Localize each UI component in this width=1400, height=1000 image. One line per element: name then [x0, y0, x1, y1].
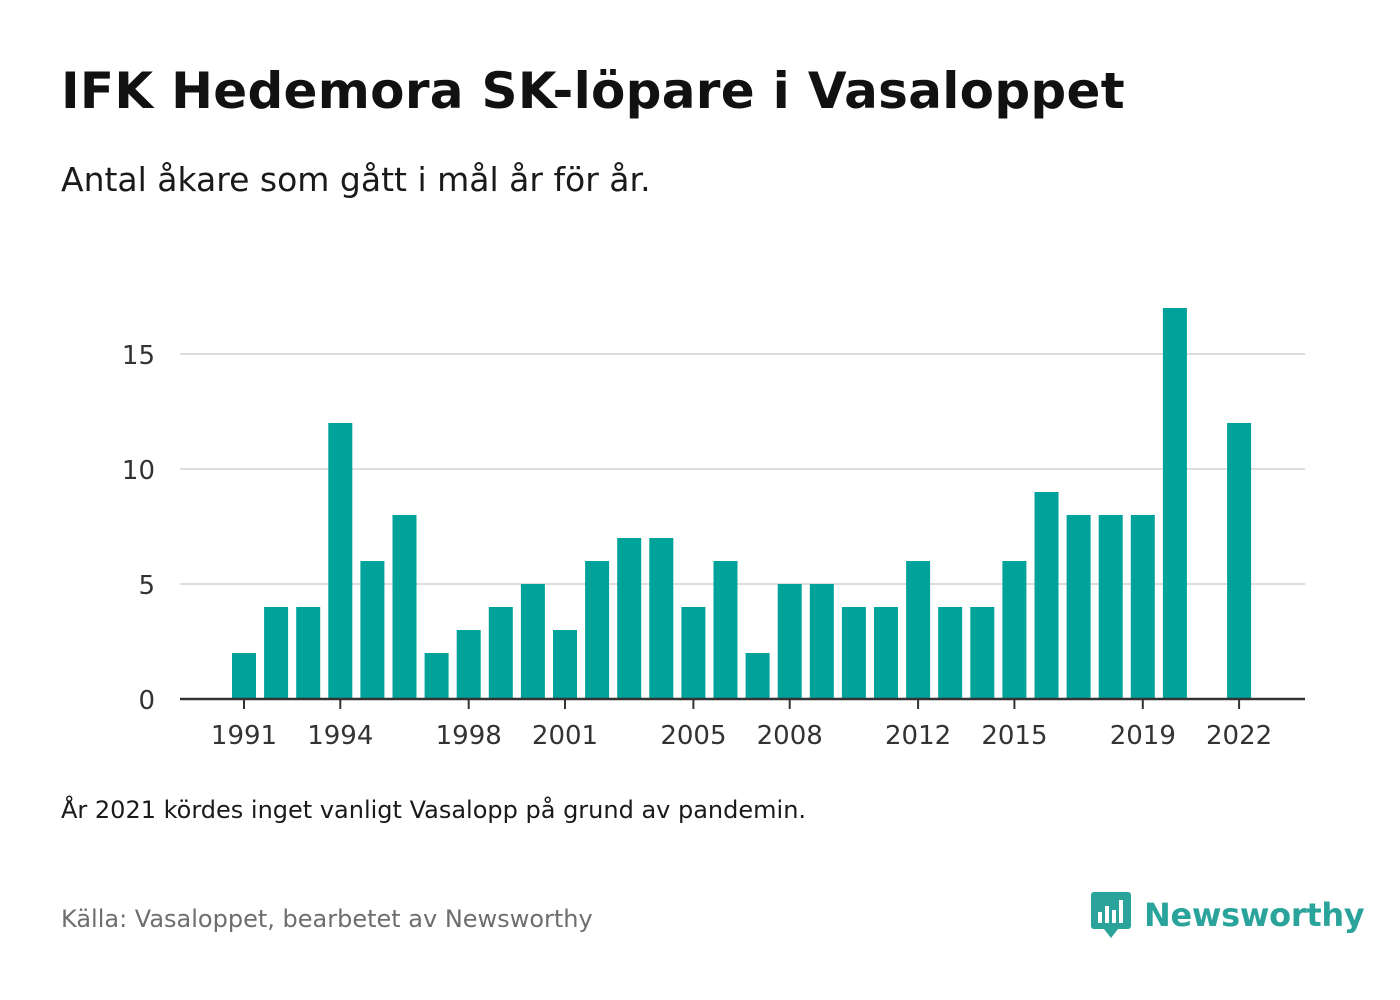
bar-1998 — [456, 630, 481, 699]
chart-title: IFK Hedemora SK-löpare i Vasaloppet — [61, 62, 1125, 120]
x-tick-label-2015: 2015 — [981, 721, 1047, 751]
brand-logo[interactable]: Newsworthy — [1090, 890, 1365, 940]
bar-2008 — [777, 584, 802, 699]
chart-subtitle: Antal åkare som gått i mål år för år. — [61, 160, 651, 199]
bar-2011 — [874, 607, 898, 699]
x-axis-ticks: 1991 1994 1998 2001 2005 2008 2012 2015 2019 2022 — [211, 699, 1272, 751]
x-tick-label-2019: 2019 — [1110, 721, 1176, 751]
bar-1991 — [232, 653, 256, 699]
x-tick-label-1994: 1994 — [307, 721, 373, 751]
bar-2006 — [713, 561, 738, 699]
bar-1999 — [488, 607, 513, 699]
bar-2016 — [1034, 492, 1059, 699]
bar-2013 — [938, 607, 963, 699]
bar-2001 — [553, 630, 577, 699]
bar-2000 — [520, 584, 545, 699]
bar-2018 — [1098, 515, 1123, 699]
bar-1993 — [296, 607, 321, 699]
bar-1992 — [264, 607, 289, 699]
newsworthy-chart-bubble-icon — [1091, 892, 1131, 938]
y-tick-label-15: 15 — [122, 341, 155, 371]
chart-note: År 2021 kördes inget vanligt Vasalopp på… — [61, 796, 807, 824]
x-tick-label-2005: 2005 — [660, 721, 726, 751]
x-tick-label-1998: 1998 — [436, 721, 502, 751]
bar-2010 — [841, 607, 866, 699]
y-tick-label-5: 5 — [138, 571, 155, 601]
bar-2003 — [617, 538, 642, 699]
brand-name: Newsworthy — [1144, 896, 1365, 934]
bar-2015 — [1002, 561, 1027, 699]
source-credit: Källa: Vasaloppet, bearbetet av Newswort… — [61, 905, 593, 933]
bar-2020 — [1162, 308, 1187, 699]
bar-2005 — [681, 607, 706, 699]
x-tick-label-2022: 2022 — [1206, 721, 1272, 751]
y-axis-ticks: 0 5 10 15 — [122, 341, 155, 716]
y-tick-label-0: 0 — [138, 686, 155, 716]
bar-2022 — [1227, 423, 1252, 699]
x-tick-label-2008: 2008 — [757, 721, 823, 751]
bar-1997 — [424, 653, 449, 699]
bar-2002 — [585, 561, 610, 699]
y-tick-label-10: 10 — [122, 456, 155, 486]
bar-1994 — [328, 423, 353, 699]
bar-1996 — [392, 515, 417, 699]
bar-2012 — [906, 561, 931, 699]
bar-2009 — [809, 584, 834, 699]
bar-2019 — [1130, 515, 1155, 699]
bar-chart: 0 5 10 15 1991 1994 1998 2001 2005 2008 2012 2015 2… — [122, 308, 1305, 751]
x-tick-label-2012: 2012 — [885, 721, 951, 751]
bars — [232, 308, 1252, 699]
bar-2007 — [745, 653, 770, 699]
bar-1995 — [360, 561, 385, 699]
x-tick-label-1991: 1991 — [211, 721, 277, 751]
bar-2014 — [970, 607, 995, 699]
bar-2004 — [649, 538, 674, 699]
x-tick-label-2001: 2001 — [532, 721, 598, 751]
bar-2017 — [1066, 515, 1091, 699]
